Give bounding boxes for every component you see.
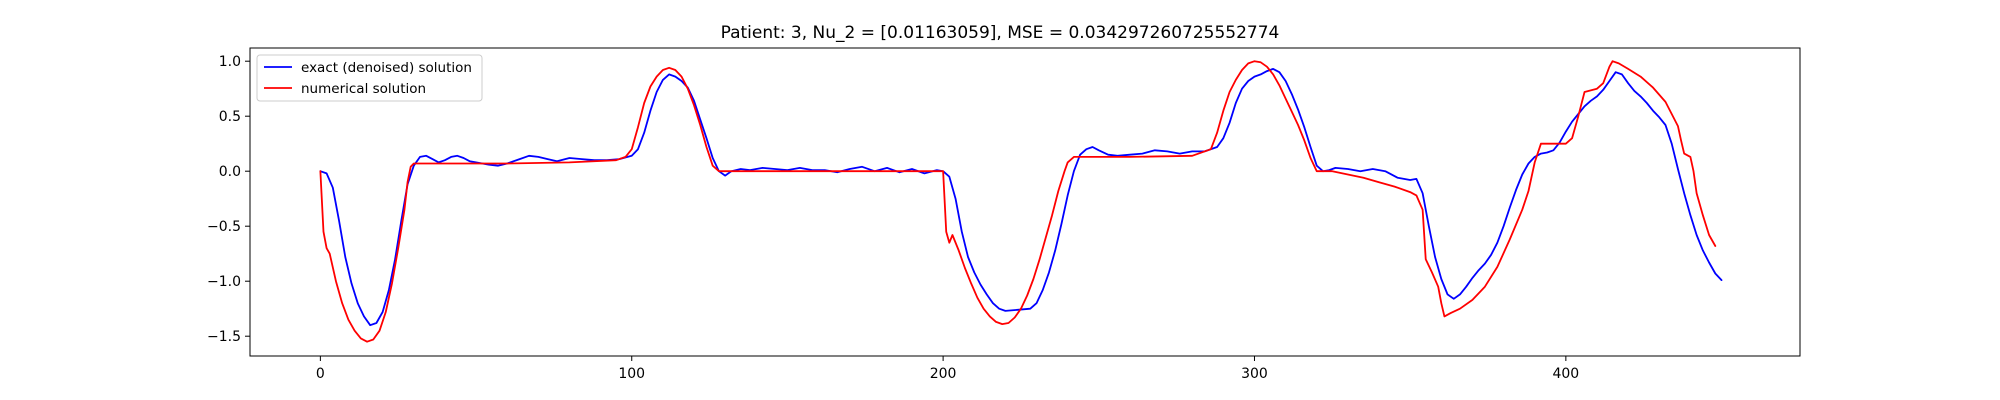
series-line-exact-solution: [319, 68, 1723, 327]
x-tick-label: 200: [930, 366, 957, 382]
y-tick-label: −1.0: [207, 274, 241, 290]
legend-box: [256, 54, 483, 102]
y-tick-label: 1.0: [219, 54, 241, 70]
legend-label-exact: exact (denoised) solution: [301, 60, 472, 76]
x-tick-label: 400: [1552, 366, 1579, 382]
y-tick-label: −0.5: [207, 219, 241, 235]
legend-label-numerical: numerical solution: [301, 81, 426, 97]
legend: exact (denoised) solution numerical solu…: [256, 54, 483, 102]
axes: 0 100 200 300 400 −1.5 −1.0 −0.5 0.0 0.5 1.0: [207, 54, 1579, 382]
y-tick-label: 0.0: [219, 164, 241, 180]
series-line-numerical-solution: [319, 60, 1717, 343]
y-tick-label: 0.5: [219, 109, 241, 125]
series-layer: [319, 60, 1723, 343]
x-tick-label: 0: [316, 366, 325, 382]
chart-title: Patient: 3, Nu_2 = [0.01163059], MSE = 0…: [721, 23, 1280, 43]
plot-area-frame: [249, 47, 1801, 357]
x-tick-label: 300: [1241, 366, 1268, 382]
x-tick-label: 100: [618, 366, 645, 382]
y-tick-label: −1.5: [207, 329, 241, 345]
